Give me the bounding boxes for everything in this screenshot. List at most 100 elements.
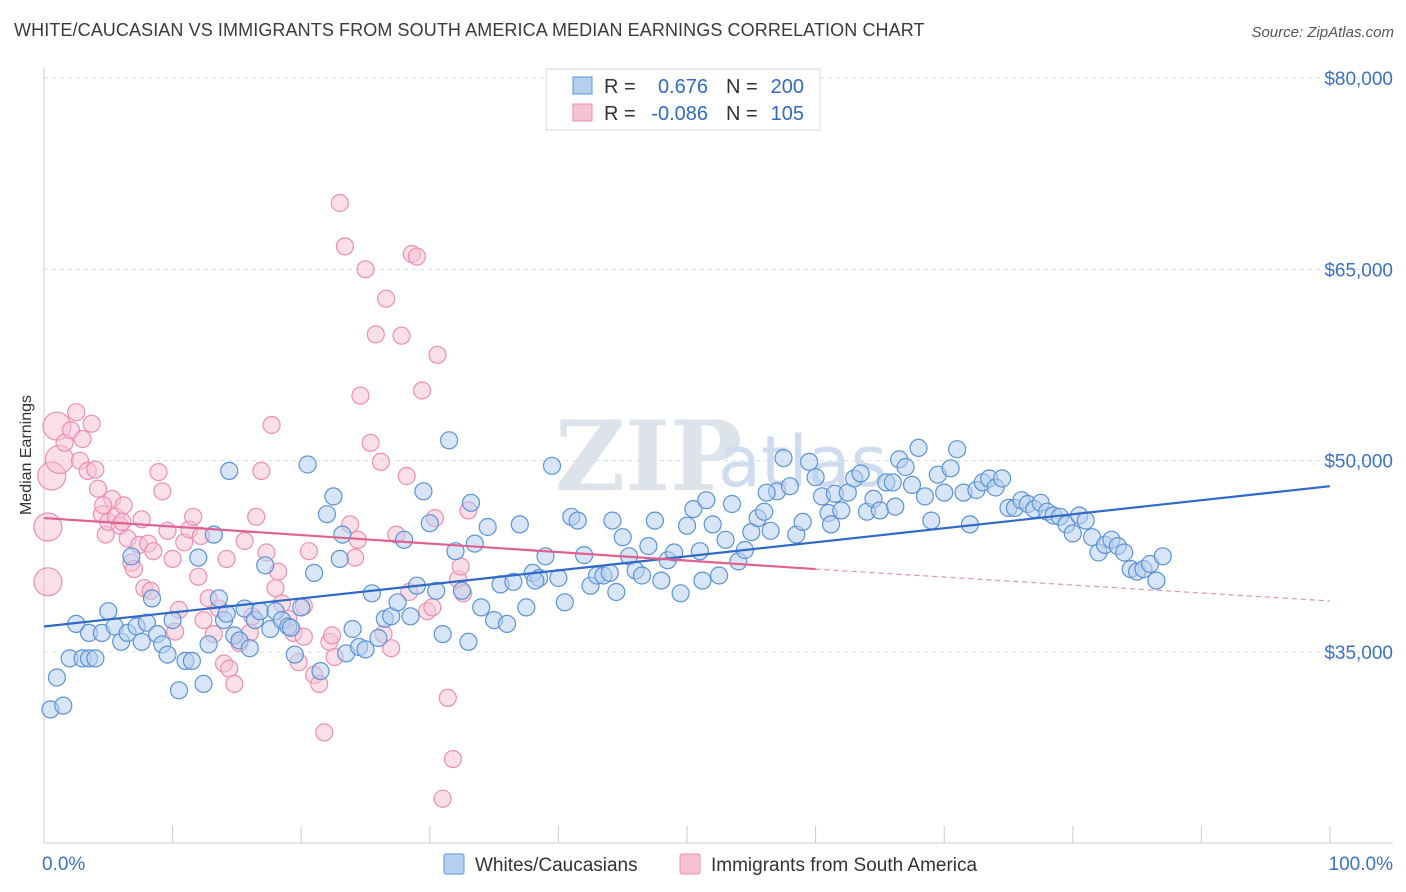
legend-swatch-whites <box>443 853 465 875</box>
x-tick-marks <box>172 826 1331 843</box>
pink-point-76 <box>397 466 416 486</box>
blue-point-188 <box>821 515 841 534</box>
blue-point-147 <box>947 440 967 459</box>
trend-line-immigrants <box>43 516 816 571</box>
grid-lines <box>44 77 1393 653</box>
blue-point-173 <box>1115 543 1134 562</box>
pink-point-13 <box>88 479 108 498</box>
pink-point-97 <box>323 626 342 645</box>
blue-point-51 <box>330 549 349 569</box>
y-tick-label-80000: $80,000 <box>1324 69 1393 90</box>
pink-point-81 <box>423 598 442 617</box>
blue-point-27 <box>194 674 213 694</box>
blue-point-111 <box>716 530 735 549</box>
blue-point-57 <box>369 628 388 648</box>
blue-point-65 <box>420 514 439 533</box>
blue-point-14 <box>122 547 141 566</box>
pink-point-60 <box>315 723 334 742</box>
y-tick-label-35000: $35,000 <box>1324 643 1393 664</box>
blue-point-185 <box>603 511 622 530</box>
legend-n-value-2: 105 <box>771 103 804 125</box>
blue-point-16 <box>132 632 151 651</box>
blue-point-30 <box>209 589 228 608</box>
blue-point-120 <box>774 449 793 468</box>
blue-point-84 <box>542 456 562 475</box>
blue-point-8 <box>86 649 105 668</box>
blue-point-145 <box>935 483 954 502</box>
pink-point-67 <box>351 386 370 405</box>
pink-point-50 <box>262 415 281 435</box>
pink-point-63 <box>330 193 349 213</box>
pink-point-57 <box>299 542 318 561</box>
blue-point-105 <box>677 516 697 535</box>
blue-point-68 <box>440 431 459 450</box>
legend-n-label-1: N = <box>726 76 758 98</box>
blue-point-95 <box>613 528 632 547</box>
pink-point-43 <box>225 674 244 694</box>
pink-point-84 <box>438 688 457 708</box>
trend-line-immigrants-extension <box>815 568 1331 602</box>
blue-point-62 <box>401 607 420 626</box>
trend-line-whites <box>43 485 1331 628</box>
y-tick-label-65000: $65,000 <box>1324 260 1393 281</box>
blue-point-26 <box>189 548 208 567</box>
blue-point-25 <box>182 651 201 671</box>
x-tick-label-start: 0.0% <box>42 854 85 875</box>
blue-point-1 <box>47 668 67 687</box>
blue-point-36 <box>240 639 259 658</box>
blue-point-55 <box>356 640 375 659</box>
pink-point-29 <box>153 482 172 501</box>
pink-point-69 <box>361 433 380 452</box>
legend-r-value-1: 0.676 <box>658 76 708 98</box>
blue-point-101 <box>652 571 671 590</box>
chart-title: WHITE/CAUCASIAN VS IMMIGRANTS FROM SOUTH… <box>14 20 925 40</box>
blue-point-125 <box>806 468 825 487</box>
legend-r-label-1: R = <box>604 76 636 98</box>
blue-point-61 <box>395 530 414 549</box>
blue-point-137 <box>883 473 902 492</box>
pink-series-points <box>33 193 478 808</box>
blue-point-109 <box>703 515 722 534</box>
legend-n-label-2: N = <box>726 103 758 125</box>
blue-point-124 <box>800 452 819 471</box>
blue-point-66 <box>427 581 446 600</box>
blue-point-86 <box>555 593 574 612</box>
y-axis-label: Median Earnings <box>18 395 35 515</box>
legend-swatch-immigrants <box>679 853 701 875</box>
blue-point-181 <box>281 618 300 637</box>
blue-point-80 <box>517 598 536 617</box>
pink-point-83 <box>433 789 452 808</box>
blue-point-60 <box>388 593 407 612</box>
pink-point-72 <box>377 289 396 308</box>
pink-point-75 <box>392 326 411 345</box>
blue-point-32 <box>220 461 239 480</box>
y-tick-labels: $35,000 $50,000 $65,000 $80,000 <box>1324 69 1393 664</box>
blue-point-104 <box>671 584 690 603</box>
pink-point-20 <box>114 496 133 515</box>
pink-point-31 <box>163 549 182 569</box>
trend-lines <box>43 485 1331 628</box>
pink-point-37 <box>194 610 213 630</box>
blue-point-154 <box>992 469 1012 488</box>
pink-point-42 <box>220 659 239 678</box>
pink-point-70 <box>366 325 385 344</box>
blue-point-46 <box>298 455 317 474</box>
blue-point-78 <box>504 572 523 591</box>
blue-point-94 <box>607 582 626 602</box>
y-tick-label-50000: $50,000 <box>1324 452 1393 473</box>
pink-point-0 <box>33 567 63 597</box>
blue-point-108 <box>697 491 716 510</box>
pink-point-66 <box>346 548 365 567</box>
blue-point-110 <box>709 566 729 585</box>
blue-point-179 <box>1153 547 1172 566</box>
blue-point-180 <box>217 604 236 623</box>
pink-point-73 <box>382 639 401 658</box>
blue-point-23 <box>169 681 189 700</box>
blue-point-28 <box>199 635 218 654</box>
pink-point-12 <box>86 460 105 479</box>
blue-point-44 <box>285 645 304 664</box>
blue-point-165 <box>1063 524 1082 543</box>
pink-point-71 <box>371 452 390 471</box>
blue-point-69 <box>446 542 465 561</box>
